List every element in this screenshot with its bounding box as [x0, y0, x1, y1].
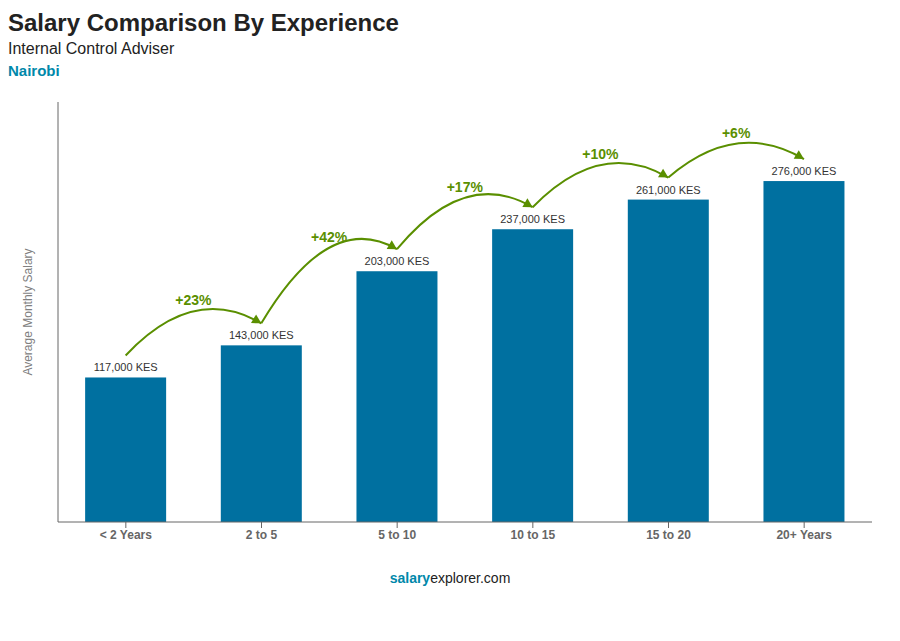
svg-text:117,000 KES: 117,000 KES: [94, 361, 158, 373]
svg-text:+42%: +42%: [311, 229, 348, 245]
svg-text:143,000 KES: 143,000 KES: [229, 329, 294, 341]
html-text:Salary Comparison By Experienc: Salary Comparison By Experience: [8, 9, 399, 36]
svg-text:237,000 KES: 237,000 KES: [500, 213, 565, 225]
html-text:Nairobi: Nairobi: [8, 62, 60, 79]
svg-text:Average Monthly Salary: Average Monthly Salary: [21, 248, 35, 375]
svg-text:276,000 KES: 276,000 KES: [772, 165, 837, 177]
svg-text:+17%: +17%: [447, 179, 484, 195]
svg-text:10 to 15: 10 to 15: [510, 528, 555, 542]
svg-text:+10%: +10%: [582, 146, 619, 162]
svg-text:20+ Years: 20+ Years: [776, 528, 832, 542]
svg-text:5 to 10: 5 to 10: [378, 528, 416, 542]
svg-text:15 to 20: 15 to 20: [646, 528, 691, 542]
svg-text:+23%: +23%: [175, 292, 212, 308]
svg-text:203,000 KES: 203,000 KES: [365, 255, 430, 267]
svg-text:< 2 Years: < 2 Years: [100, 528, 152, 542]
html-text:salary explorer.com: salary explorer.com: [389, 570, 511, 586]
svg-text:+6%: +6%: [722, 125, 751, 141]
html-text:Internal Control Adviser: Internal Control Adviser: [8, 40, 175, 57]
svg-text:261,000 KES: 261,000 KES: [636, 184, 701, 196]
svg-text:2 to 5: 2 to 5: [246, 528, 278, 542]
